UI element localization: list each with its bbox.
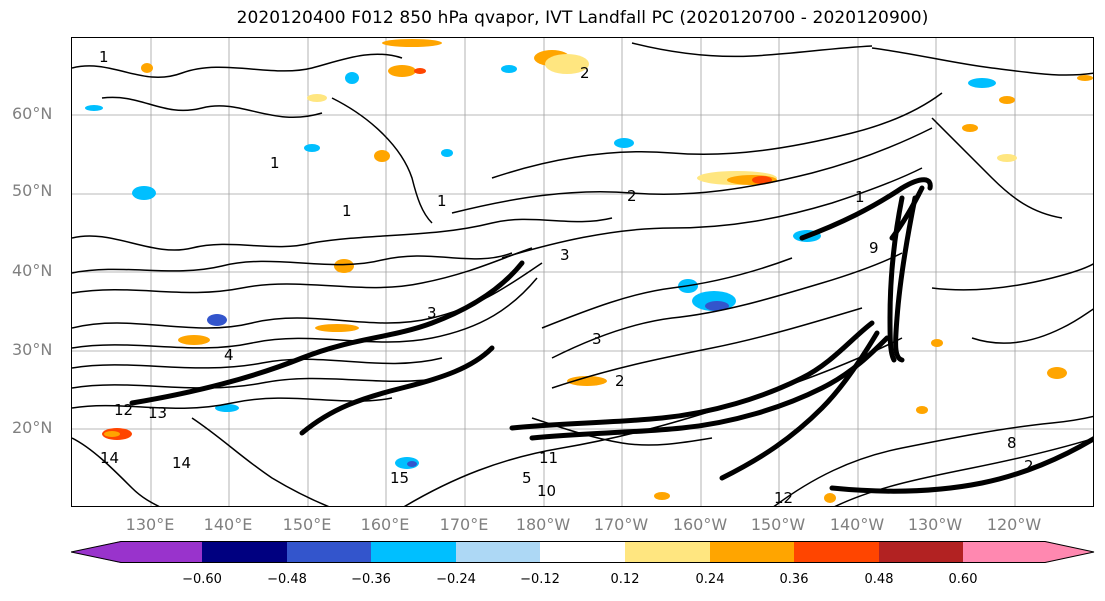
contour-label: 4 (224, 346, 234, 364)
contour-label: 2 (627, 187, 637, 205)
lon-label-180w: 180°W (515, 515, 571, 534)
graticule (72, 38, 1093, 506)
colorbar-over-arrow (1045, 541, 1094, 563)
contour-label: 12 (774, 489, 793, 507)
lon-label-130w: 130°W (907, 515, 963, 534)
colorbar-tick: −0.24 (436, 572, 476, 587)
contour-label: 8 (1007, 434, 1017, 452)
colorbar-segment (963, 541, 1045, 563)
colorbar-tick: 0.24 (695, 572, 725, 587)
contour-label: 2 (615, 372, 625, 390)
contour-label: 1 (270, 154, 280, 172)
colorbar-segment (456, 541, 540, 563)
lon-label-170w: 170°W (593, 515, 649, 534)
colorbar-segment (879, 541, 963, 563)
colorbar-segment (121, 541, 202, 563)
lon-label-140w: 140°W (829, 515, 885, 534)
colorbar-segment (540, 541, 625, 563)
colorbar-segment (794, 541, 879, 563)
colorbar-tick: −0.36 (351, 572, 391, 587)
lon-label-130e: 130°E (125, 515, 175, 534)
colorbar-tick: 0.12 (610, 572, 640, 587)
colorbar-tick: 0.60 (948, 572, 978, 587)
colorbar (70, 541, 1095, 567)
contour-label: 3 (560, 246, 570, 264)
qvapor-fill-patches (85, 39, 1093, 503)
map-title: 2020120400 F012 850 hPa qvapor, IVT Land… (236, 8, 929, 28)
lon-label-140e: 140°E (203, 515, 253, 534)
contour-label: 1 (342, 202, 352, 220)
contour-label: 12 (114, 401, 133, 419)
qvapor-contours (72, 42, 1093, 506)
contour-label: 14 (100, 449, 119, 467)
lon-label-150w: 150°W (750, 515, 806, 534)
lat-label-30n: 30°N (12, 340, 53, 359)
colorbar-under-arrow (71, 541, 121, 563)
contour-label: 13 (148, 404, 167, 422)
colorbar-segment (625, 541, 710, 563)
contour-label: 11 (539, 449, 558, 467)
contour-label: 10 (537, 482, 556, 500)
lon-label-150e: 150°E (282, 515, 332, 534)
map-svg: 1 1 1 1 1 2 2 2 2 3 3 3 4 5 8 9 10 11 12… (72, 38, 1093, 507)
lon-label-160e: 160°E (360, 515, 410, 534)
lat-label-50n: 50°N (12, 181, 53, 200)
ivt-landfall-contours (129, 177, 1093, 494)
contour-labels: 1 1 1 1 1 2 2 2 2 3 3 3 4 5 8 9 10 11 12… (99, 48, 1034, 507)
lon-label-160w: 160°W (672, 515, 728, 534)
colorbar-segment (202, 541, 287, 563)
colorbar-outline (70, 541, 1095, 563)
contour-label: 1 (437, 192, 447, 210)
contour-label: 14 (172, 454, 191, 472)
lon-label-170e: 170°E (439, 515, 489, 534)
contour-label: 15 (390, 469, 409, 487)
contour-label: 9 (869, 239, 879, 257)
contour-label: 1 (99, 48, 109, 66)
lat-label-40n: 40°N (12, 261, 53, 280)
colorbar-segment (371, 541, 456, 563)
colorbar-svg (70, 541, 1095, 563)
colorbar-tick: 0.48 (864, 572, 894, 587)
colorbar-segment (710, 541, 794, 563)
colorbar-segment (287, 541, 371, 563)
map-panel: 1 1 1 1 1 2 2 2 2 3 3 3 4 5 8 9 10 11 12… (71, 37, 1094, 507)
lat-label-60n: 60°N (12, 104, 53, 123)
lon-label-120w: 120°W (986, 515, 1042, 534)
contour-label: 2 (580, 64, 590, 82)
colorbar-tick: 0.36 (779, 572, 809, 587)
contour-label: 5 (522, 469, 532, 487)
colorbar-tick: −0.12 (520, 572, 560, 587)
contour-label: 1 (855, 188, 865, 206)
contour-label: 3 (592, 330, 602, 348)
lat-label-20n: 20°N (12, 418, 53, 437)
colorbar-tick: −0.48 (267, 572, 307, 587)
colorbar-tick: −0.60 (182, 572, 222, 587)
contour-label: 2 (1024, 457, 1034, 475)
contour-label: 3 (427, 304, 437, 322)
